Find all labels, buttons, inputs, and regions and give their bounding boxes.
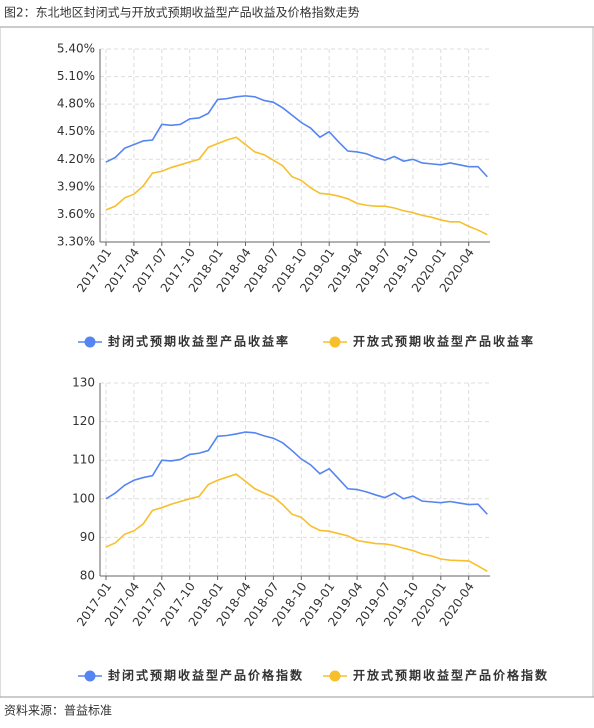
series-line bbox=[105, 473, 488, 573]
legend-label: 封闭式预期收益型产品价格指数 bbox=[108, 668, 304, 683]
legend-marker bbox=[329, 336, 341, 348]
series-line bbox=[105, 95, 488, 178]
y-tick-label: 5.40% bbox=[57, 42, 95, 56]
y-tick-label: 3.90% bbox=[57, 179, 95, 193]
legend-marker bbox=[329, 670, 341, 682]
legend-label: 开放式预期收益型产品收益率 bbox=[353, 334, 535, 349]
legend-marker bbox=[84, 670, 96, 682]
y-tick-label: 4.50% bbox=[57, 124, 95, 138]
y-tick-label: 100 bbox=[72, 491, 95, 505]
legend-label: 开放式预期收益型产品价格指数 bbox=[353, 668, 549, 683]
series-line bbox=[105, 431, 488, 515]
y-tick-label: 4.80% bbox=[57, 97, 95, 111]
y-tick-label: 4.20% bbox=[57, 152, 95, 166]
legend-marker bbox=[84, 336, 96, 348]
legend-label: 封闭式预期收益型产品收益率 bbox=[108, 334, 290, 349]
y-tick-label: 3.30% bbox=[57, 235, 95, 249]
source-note: 资料来源：普益标准 bbox=[4, 704, 112, 718]
y-tick-label: 80 bbox=[80, 569, 95, 583]
figure-title: 图2：东北地区封闭式与开放式预期收益型产品收益及价格指数走势 bbox=[4, 5, 360, 20]
series-line bbox=[105, 136, 488, 236]
y-tick-label: 5.10% bbox=[57, 69, 95, 83]
y-tick-label: 130 bbox=[72, 376, 95, 390]
y-tick-label: 110 bbox=[72, 453, 95, 467]
y-tick-label: 3.60% bbox=[57, 207, 95, 221]
y-tick-label: 120 bbox=[72, 414, 95, 428]
y-tick-label: 90 bbox=[80, 530, 95, 544]
